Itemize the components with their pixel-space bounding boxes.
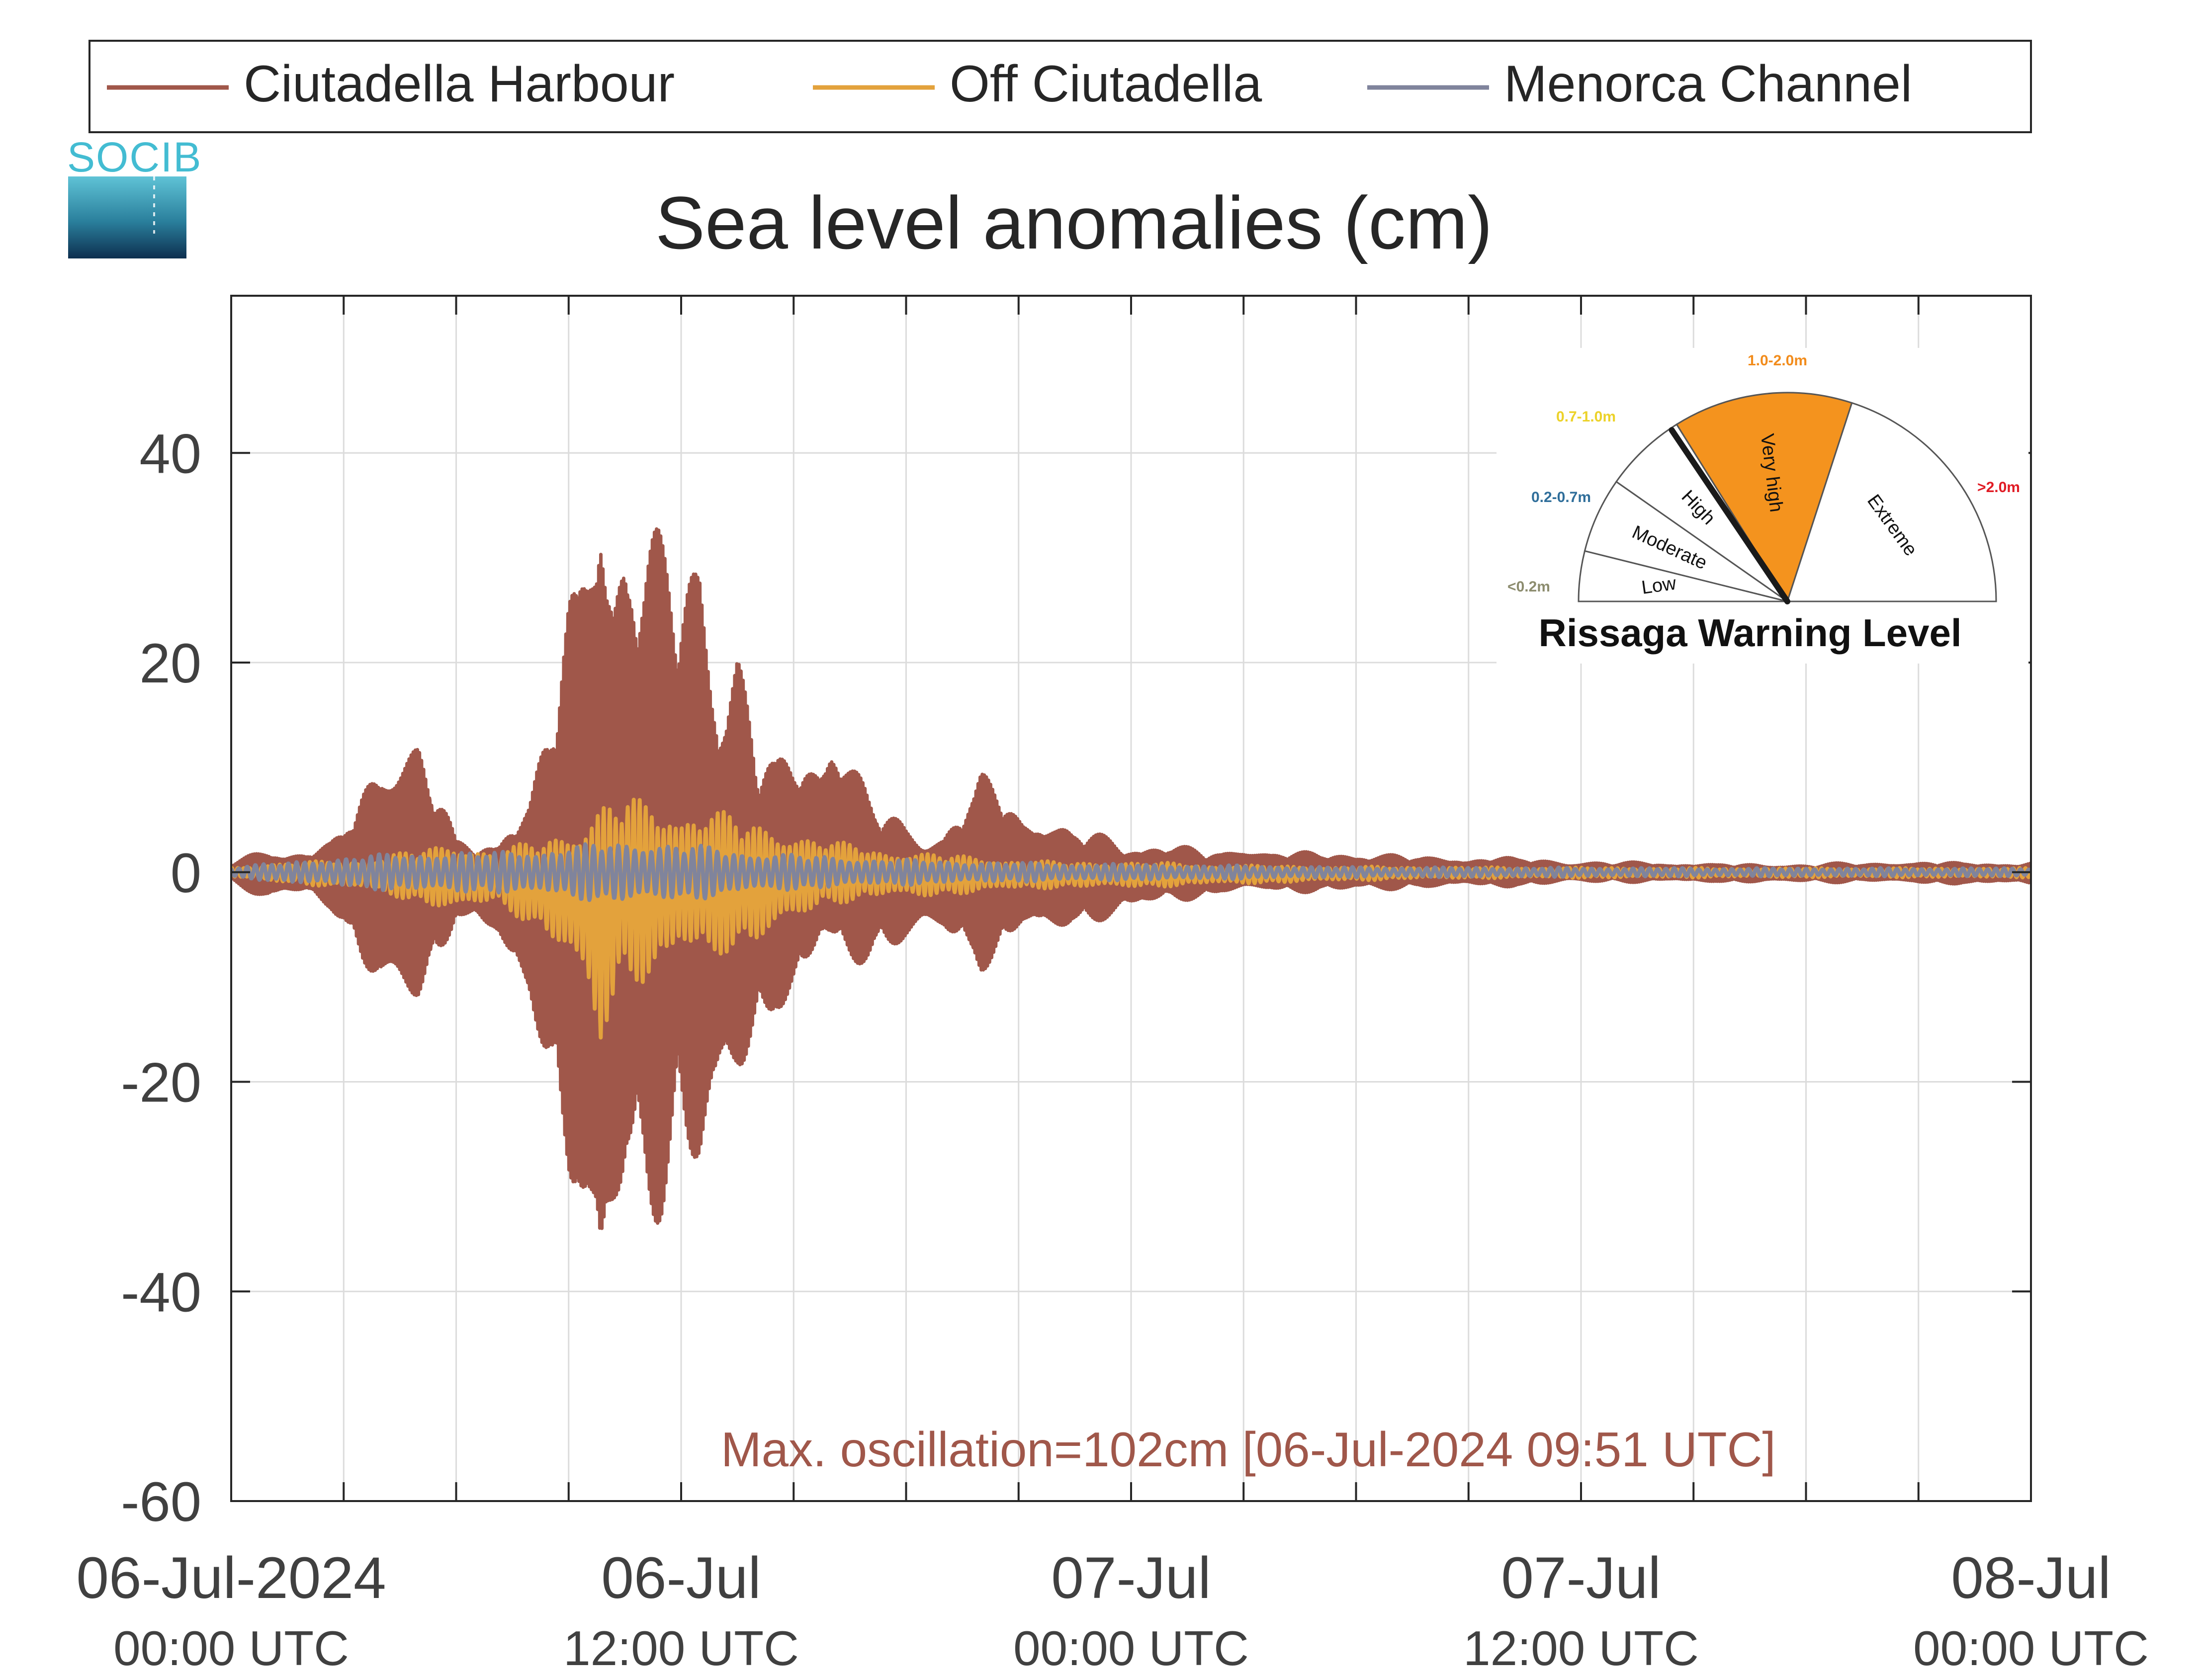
x-tick-label-time: 12:00 UTC	[1463, 1621, 1699, 1676]
gauge-range-label: >2.0m	[1977, 479, 2020, 496]
gauge-sector-moderate	[1584, 481, 1788, 602]
chart-title: Sea level anomalies (cm)	[655, 181, 1493, 264]
gauge-sector-very-high	[1675, 392, 1853, 603]
x-tick-label-date: 07-Jul	[1501, 1545, 1661, 1611]
axes: -60 -40 -20 0 20 40 06-Jul-2024 00:00 UTC 06-Jul…	[76, 295, 2149, 1676]
y-tick-label: 0	[171, 842, 201, 904]
x-tick-label-date: 06-Jul-2024	[76, 1545, 386, 1611]
gauge-sector-high	[1615, 423, 1788, 602]
gauge-sectors	[1578, 392, 1997, 604]
legend-label-off-ciutadella: Off Ciutadella	[950, 55, 1262, 113]
series-line-menorca-channel	[231, 842, 2031, 902]
gauge-range-label: <0.2m	[1507, 579, 1550, 595]
y-tick-label: -60	[121, 1471, 201, 1533]
legend-label-ciutadella-harbour: Ciutadella Harbour	[244, 55, 675, 113]
x-tick-label-time: 12:00 UTC	[563, 1621, 799, 1676]
series-layer	[231, 527, 2031, 1230]
x-tick-label-date: 06-Jul	[601, 1545, 761, 1611]
x-tick-label-time: 00:00 UTC	[1013, 1621, 1249, 1676]
gauge-range-label: 1.0-2.0m	[1748, 352, 1807, 369]
y-tick-label: 40	[139, 422, 201, 485]
y-tick-label: 20	[139, 632, 201, 694]
socib-logo-text: SOCIB	[67, 134, 202, 180]
legend-item-menorca-channel: Menorca Channel	[1367, 55, 1912, 113]
legend-box	[88, 40, 2032, 133]
gauge-range-label: 0.2-0.7m	[1531, 489, 1591, 505]
gauge-needle	[1669, 427, 1790, 604]
legend: Ciutadella Harbour Off Ciutadella Menorc…	[88, 40, 2032, 133]
x-tick-label-date: 07-Jul	[1051, 1545, 1211, 1611]
legend-item-off-ciutadella: Off Ciutadella	[813, 55, 1262, 113]
socib-logo-block	[68, 176, 186, 258]
x-tick-label-time: 00:00 UTC	[1913, 1621, 2149, 1676]
gauge-level-name: Low	[1640, 573, 1677, 598]
plot-area: -60 -40 -20 0 20 40 06-Jul-2024 00:00 UTC 06-Jul…	[76, 295, 2149, 1676]
max-oscillation-annotation: Max. oscillation=102cm [06-Jul-2024 09:5…	[721, 1422, 1776, 1477]
gauge-range-label: 0.7-1.0m	[1556, 409, 1616, 425]
x-tick-label-time: 00:00 UTC	[113, 1621, 349, 1676]
y-tick-label: -20	[121, 1052, 201, 1114]
gauge-sector-extreme	[1786, 402, 1997, 602]
x-tick-label-date: 08-Jul	[1951, 1545, 2111, 1611]
socib-logo: SOCIB	[67, 134, 202, 258]
gauge-title: Rissaga Warning Level	[1538, 611, 1961, 655]
legend-label-menorca-channel: Menorca Channel	[1504, 55, 1912, 113]
legend-item-ciutadella-harbour: Ciutadella Harbour	[107, 55, 675, 113]
y-tick-label: -40	[121, 1261, 201, 1323]
